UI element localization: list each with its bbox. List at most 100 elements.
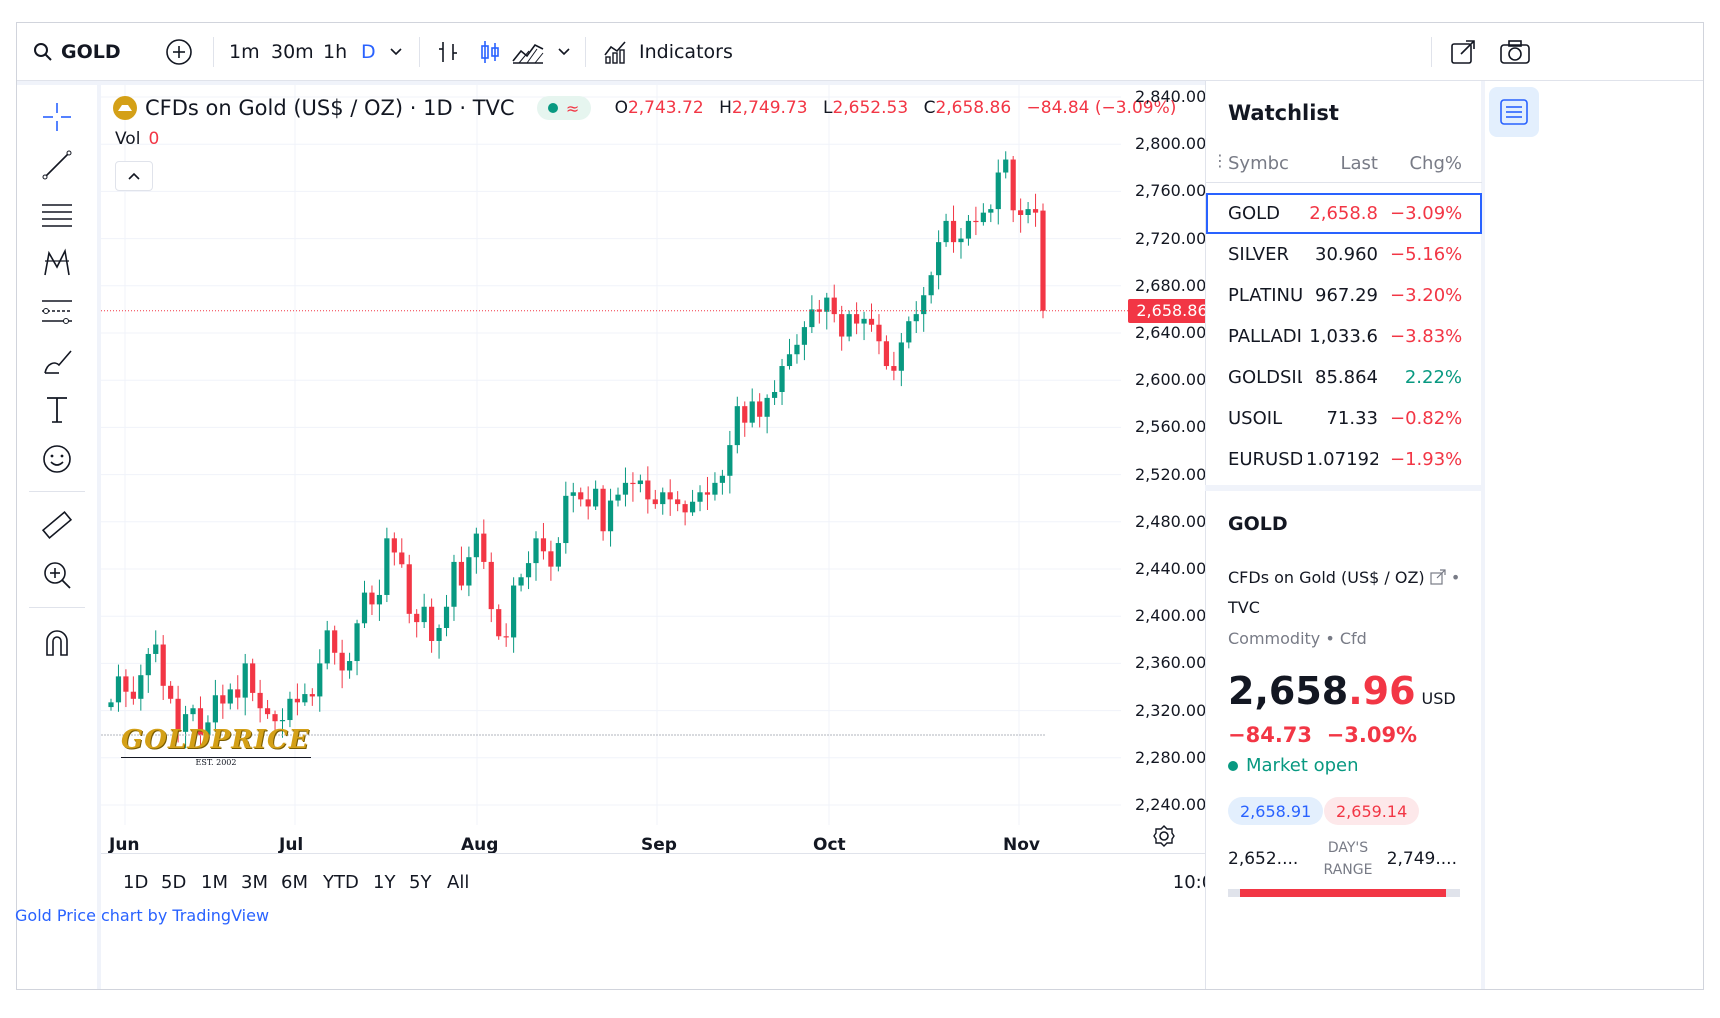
candle xyxy=(1003,151,1009,179)
area-chart-button[interactable] xyxy=(511,23,545,81)
candle-body xyxy=(533,538,539,564)
emoji-tool[interactable] xyxy=(37,439,77,479)
time-tick-label: Sep xyxy=(641,835,677,855)
zoom-tool[interactable] xyxy=(37,555,77,595)
details-description-text[interactable]: CFDs on Gold (US$ / OZ) xyxy=(1228,568,1425,587)
day-range-high: 2,749.... xyxy=(1386,849,1457,869)
candle-body xyxy=(839,314,845,337)
watchlist-row[interactable]: USOIL 71.33 −0.82% xyxy=(1206,398,1482,439)
drag-handle-icon[interactable]: ⋮ xyxy=(1212,151,1228,170)
candle xyxy=(160,635,166,700)
add-symbol-icon xyxy=(166,39,192,65)
watchlist-row[interactable]: GOLD 2,658.8 −3.09% xyxy=(1206,193,1482,234)
indicators-button[interactable]: Indicators xyxy=(603,23,733,81)
snapshot-button[interactable] xyxy=(1499,23,1531,81)
candlestick-chart[interactable] xyxy=(101,85,1351,853)
compare-button[interactable] xyxy=(165,23,193,81)
candle xyxy=(153,630,159,663)
bar-style-button[interactable] xyxy=(435,23,461,81)
volume-legend: Vol 0 xyxy=(115,129,159,149)
interval-dropdown[interactable] xyxy=(389,23,403,81)
magnet-tool[interactable] xyxy=(37,623,77,663)
chart-settings-button[interactable] xyxy=(1153,825,1175,851)
row-last: 1.07192 xyxy=(1306,449,1378,470)
candle-body xyxy=(816,309,822,312)
watchlist-row[interactable]: EURUSD 1.07192 −1.93% xyxy=(1206,439,1482,480)
watchlist-row[interactable]: PALLADI 1,033.6 −3.83% xyxy=(1206,316,1482,357)
candles-button[interactable] xyxy=(477,23,503,81)
range-5d[interactable]: 5D xyxy=(161,872,187,893)
open-external-button[interactable] xyxy=(1449,23,1477,81)
external-link-icon[interactable] xyxy=(1430,569,1446,585)
symbol-details: GOLD CFDs on Gold (US$ / OZ) • TVC Commo… xyxy=(1205,491,1481,989)
candle-body xyxy=(123,676,129,692)
candle-body xyxy=(645,480,651,500)
tradingview-credit-link[interactable]: Gold Price chart by TradingView xyxy=(15,906,270,925)
chart-panel[interactable]: CFDs on Gold (US$ / OZ) · 1D · TVC ≈ O2,… xyxy=(101,85,1351,989)
header-symbol[interactable]: Symbc xyxy=(1228,153,1289,174)
candles-icon xyxy=(481,41,499,63)
interval-1m[interactable]: 1m xyxy=(229,41,260,63)
candle xyxy=(309,688,315,706)
candle-body xyxy=(704,492,711,495)
candle xyxy=(481,519,487,569)
candle xyxy=(980,203,986,226)
watchlist-row[interactable]: PLATINU 967.29 −3.20% xyxy=(1206,275,1482,316)
watchlist-row[interactable]: SILVER 30.960 −5.16% xyxy=(1206,234,1482,275)
area-chart-icon xyxy=(512,43,544,64)
open-label: O xyxy=(614,98,628,118)
top-toolbar: GOLD 1m 30m 1h D Indicators xyxy=(17,23,1703,81)
watchlist-row[interactable]: GOLDSIL 85.864 2.22% xyxy=(1206,357,1482,398)
candle-body xyxy=(376,594,383,605)
range-3m[interactable]: 3M xyxy=(241,872,268,893)
details-symbol[interactable]: GOLD xyxy=(1228,513,1288,535)
candle-body xyxy=(913,314,919,322)
fib-tool[interactable] xyxy=(37,195,77,235)
candle xyxy=(749,388,755,428)
price-tick-label: 2,640.00 xyxy=(1135,323,1207,342)
row-change: −3.83% xyxy=(1390,326,1462,347)
range-1y[interactable]: 1Y xyxy=(373,872,396,893)
settings-gear-icon xyxy=(1153,825,1175,847)
candle-body xyxy=(846,314,852,337)
header-last[interactable]: Last xyxy=(1340,153,1379,174)
candle-body xyxy=(227,689,233,704)
close-value: 2,658.86 xyxy=(935,98,1012,118)
measure-tool[interactable] xyxy=(37,505,77,545)
chevron-up-icon xyxy=(128,172,140,180)
candle xyxy=(742,401,748,437)
candle-body xyxy=(197,708,204,736)
candle-body xyxy=(1032,209,1039,213)
candle-body xyxy=(279,720,286,722)
symbol-search[interactable]: GOLD xyxy=(33,23,121,81)
trend-line-tool[interactable] xyxy=(37,145,77,185)
candle xyxy=(936,230,942,290)
candle xyxy=(883,335,890,370)
candle xyxy=(816,299,822,324)
range-6m[interactable]: 6M xyxy=(281,872,308,893)
range-all[interactable]: All xyxy=(447,872,470,893)
crosshair-tool[interactable] xyxy=(37,97,77,137)
candle xyxy=(115,664,122,712)
watchlist-toggle-button[interactable] xyxy=(1489,87,1539,137)
row-symbol: PALLADI xyxy=(1228,326,1302,347)
collapse-legend-button[interactable] xyxy=(115,161,153,191)
candle xyxy=(458,546,465,591)
interval-1h[interactable]: 1h xyxy=(323,41,348,63)
candle-body xyxy=(436,628,442,641)
range-1d[interactable]: 1D xyxy=(123,872,149,893)
brush-tool[interactable] xyxy=(37,341,77,381)
market-status-pill[interactable]: ≈ xyxy=(536,96,591,120)
interval-30m[interactable]: 30m xyxy=(271,41,314,63)
range-1m[interactable]: 1M xyxy=(201,872,228,893)
pattern-tool[interactable] xyxy=(37,243,77,283)
chart-type-dropdown[interactable] xyxy=(557,23,571,81)
header-chg[interactable]: Chg% xyxy=(1409,153,1462,174)
range-5y[interactable]: 5Y xyxy=(409,872,432,893)
candle-body xyxy=(205,722,211,736)
prediction-tool[interactable] xyxy=(37,291,77,331)
text-tool[interactable] xyxy=(37,389,77,429)
interval-d[interactable]: D xyxy=(361,41,376,63)
range-ytd[interactable]: YTD xyxy=(323,872,359,893)
candle xyxy=(294,683,300,716)
